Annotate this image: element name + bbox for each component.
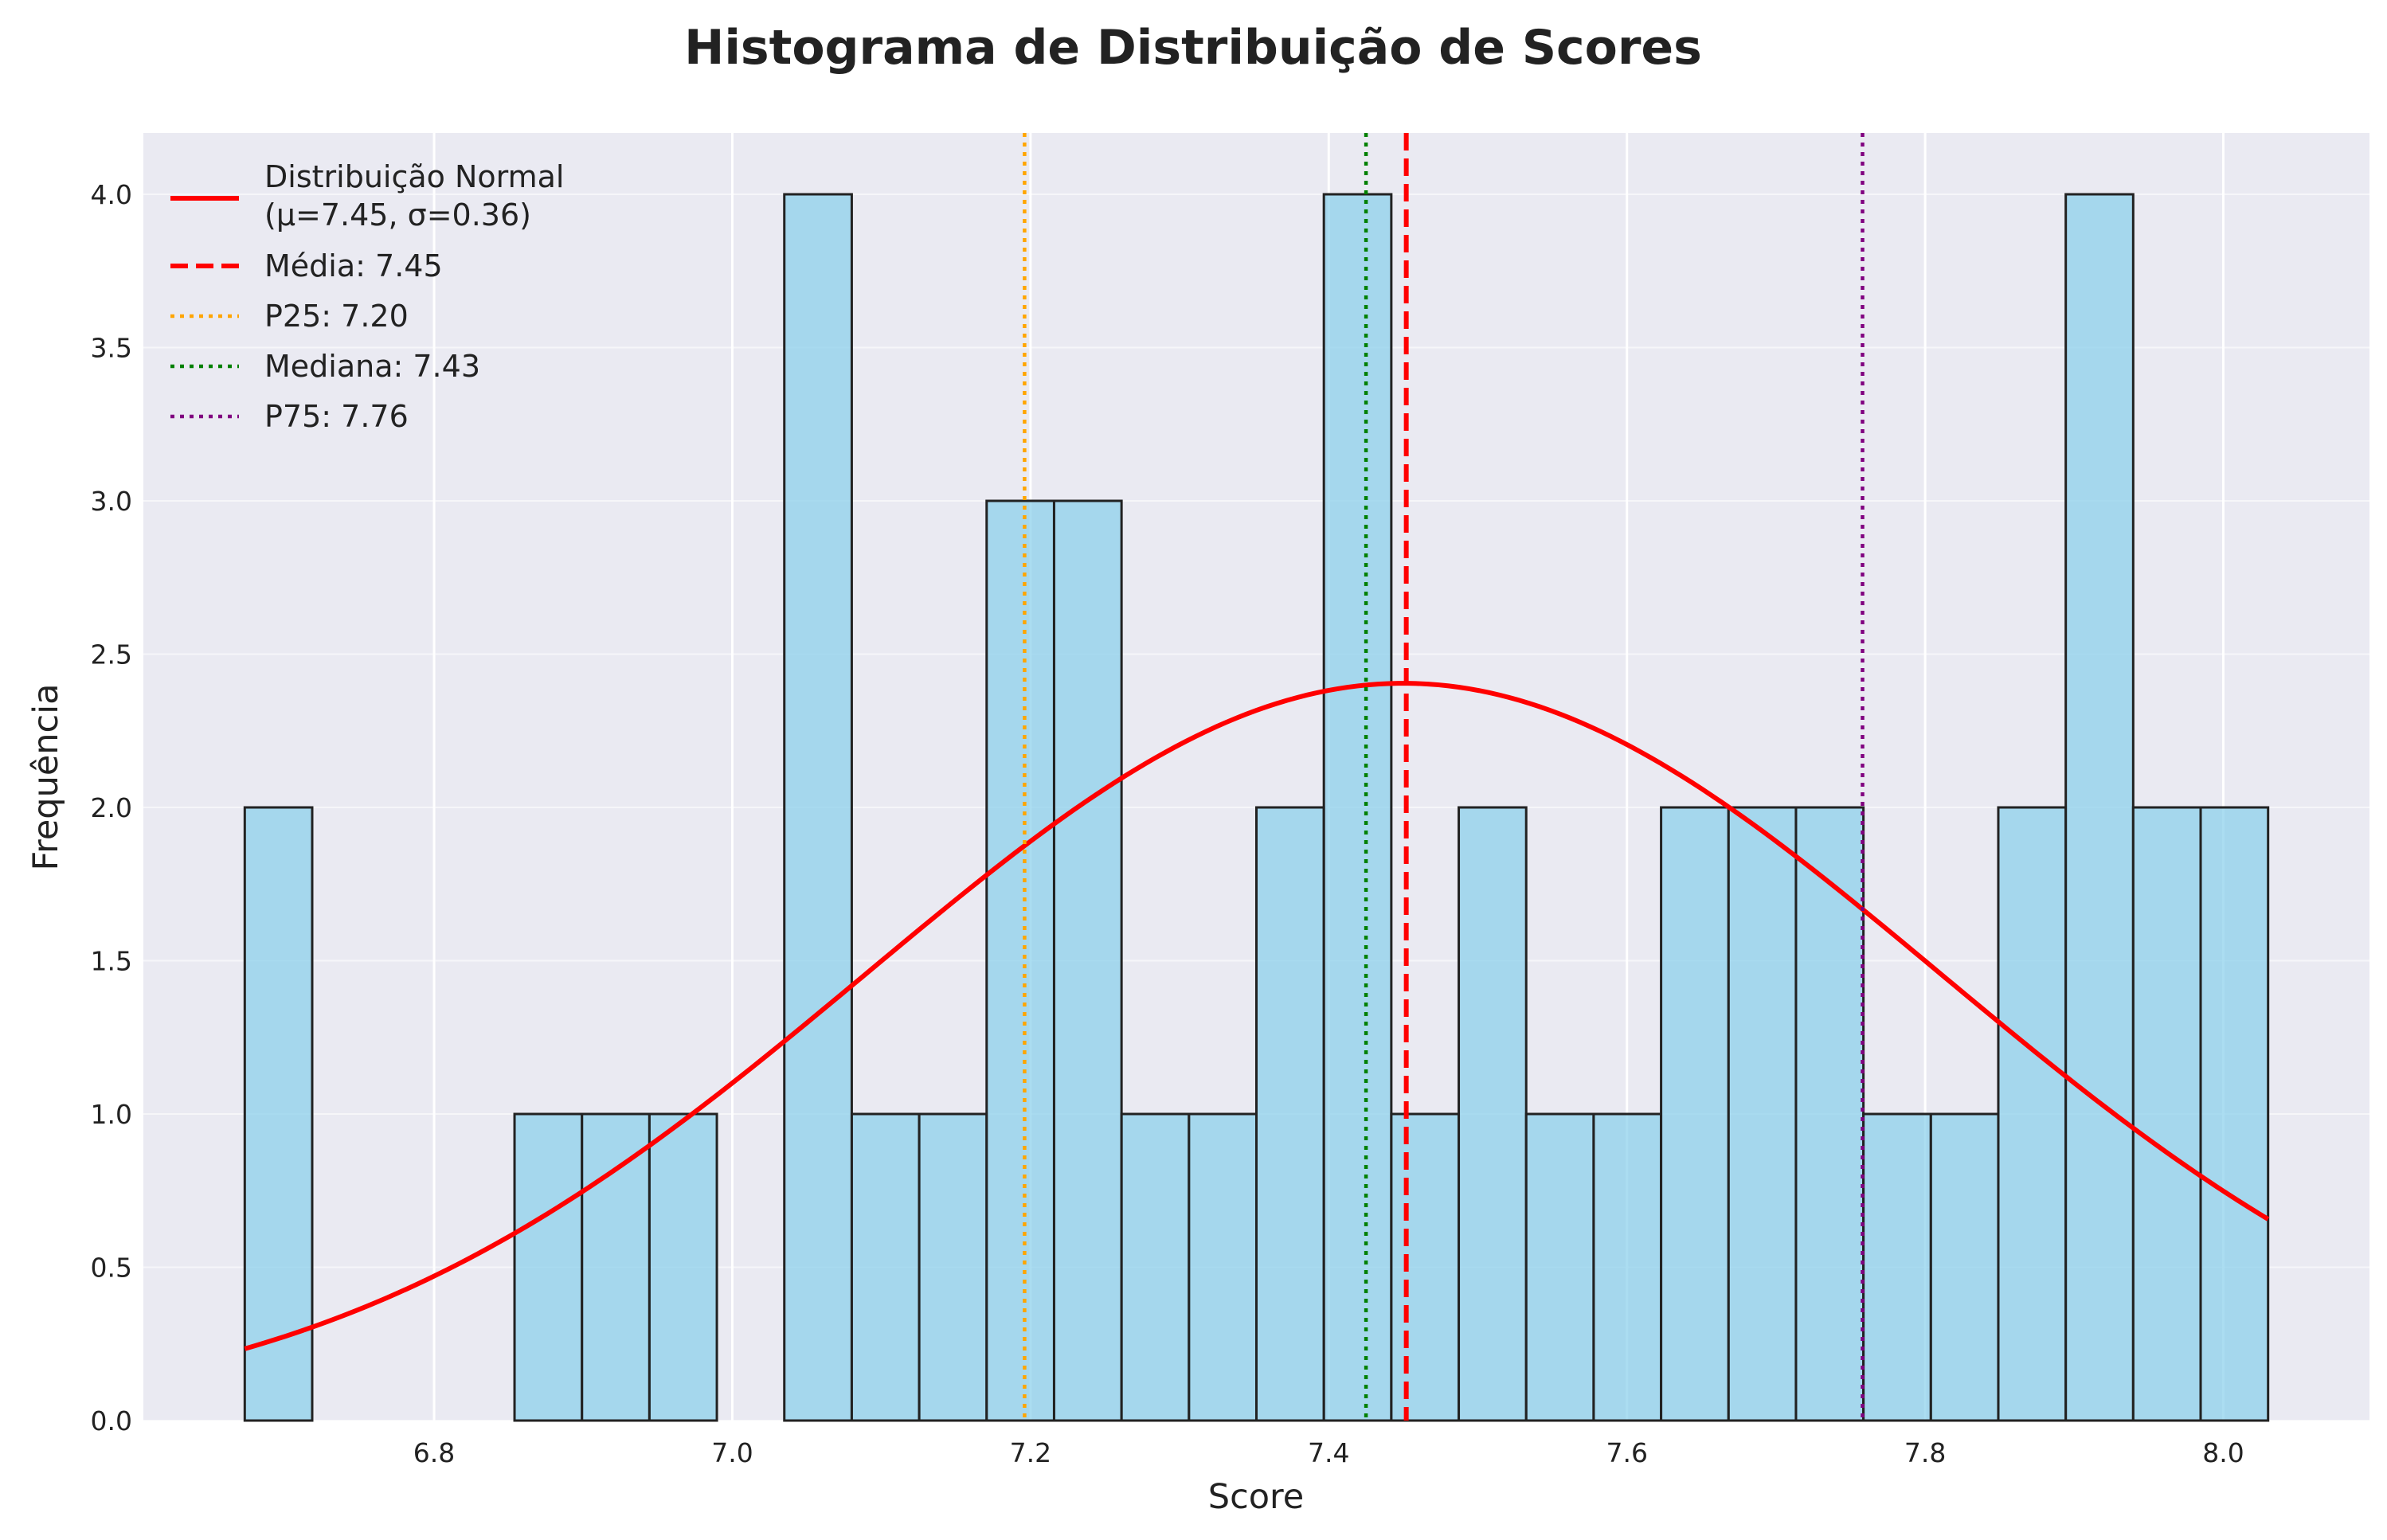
histogram-bar-13 [1120,1112,1191,1422]
y-tick-label: 1.5 [91,946,132,977]
legend-item-normal-curve: Distribuição Normal (μ=7.45, σ=0.36) [170,159,564,233]
legend-label-normal-curve-line1: Distribuição Normal [264,159,564,194]
plot-area [143,133,2369,1422]
histogram-bar-10 [918,1112,988,1422]
y-tick-label: 0.0 [91,1405,132,1436]
x-tick-label: 7.6 [1606,1437,1647,1468]
legend-item-p75: P75: 7.76 [170,399,409,434]
y-axis-ticks: 0.0 0.5 1.0 1.5 2.0 2.5 3.0 3.5 4.0 [91,179,132,1436]
legend-label-normal-curve-line2: (μ=7.45, σ=0.36) [264,197,531,233]
histogram-bar-23 [1794,806,1865,1422]
histogram-bar-18 [1458,806,1528,1422]
y-tick-label: 2.0 [91,792,132,823]
histogram-bar-8 [783,193,853,1422]
histogram-bar-11 [985,499,1055,1422]
y-tick-label: 4.0 [91,179,132,210]
x-tick-label: 7.0 [711,1437,753,1468]
histogram-bar-19 [1524,1112,1595,1422]
y-tick-label: 0.5 [91,1253,132,1284]
x-tick-label: 6.8 [413,1437,455,1468]
x-tick-label: 7.4 [1308,1437,1349,1468]
histogram-bar-22 [1727,806,1798,1422]
x-axis-label: Score [1208,1477,1304,1517]
histogram-bar-17 [1390,1112,1461,1422]
legend-label-median: Mediana: 7.43 [264,349,480,384]
reference-lines [1023,133,1865,1421]
x-tick-label: 7.8 [1904,1437,1946,1468]
legend-item-mean: Média: 7.45 [170,248,443,283]
histogram-bar-21 [1660,806,1730,1422]
histogram-bar-26 [1997,806,2068,1422]
histogram-bar-24 [1862,1112,1932,1422]
x-axis-ticks: 6.8 7.0 7.2 7.4 7.6 7.8 8.0 [413,1437,2244,1468]
histogram-bar-16 [1322,193,1393,1422]
histogram-bar-20 [1592,1112,1663,1422]
histogram-bar-28 [2131,806,2202,1422]
legend-label-p25: P25: 7.20 [264,299,409,334]
histogram-bar-12 [1052,499,1123,1422]
histogram-bar-27 [2064,193,2135,1422]
histogram-bars [243,193,2270,1422]
histogram-bar-9 [850,1112,921,1422]
legend-label-p75: P75: 7.76 [264,399,409,434]
y-tick-label: 1.0 [91,1099,132,1130]
histogram-bar-5 [581,1112,651,1422]
legend-label-mean: Média: 7.45 [264,248,443,283]
x-tick-label: 7.2 [1010,1437,1051,1468]
histogram-bar-25 [1929,1112,2000,1422]
legend-item-p25: P25: 7.20 [170,299,409,334]
histogram-bar-14 [1188,1112,1258,1422]
chart-title: Histograma de Distribuição de Scores [684,20,1702,76]
y-tick-label: 3.0 [91,486,132,517]
y-axis-label: Frequência [26,684,66,871]
y-tick-label: 3.5 [91,333,132,364]
legend-item-median: Mediana: 7.43 [170,349,480,384]
histogram-bar-15 [1255,806,1325,1422]
histogram-bar-0 [243,806,314,1422]
histogram-bar-29 [2199,806,2270,1422]
histogram-bar-6 [648,1112,718,1422]
histogram-bar-4 [513,1112,584,1422]
x-tick-label: 8.0 [2202,1437,2244,1468]
y-tick-label: 2.5 [91,639,132,670]
legend: Distribuição Normal (μ=7.45, σ=0.36) Méd… [170,159,564,434]
normal-curve [244,681,2270,1351]
normal-curve-layer [244,681,2270,1351]
